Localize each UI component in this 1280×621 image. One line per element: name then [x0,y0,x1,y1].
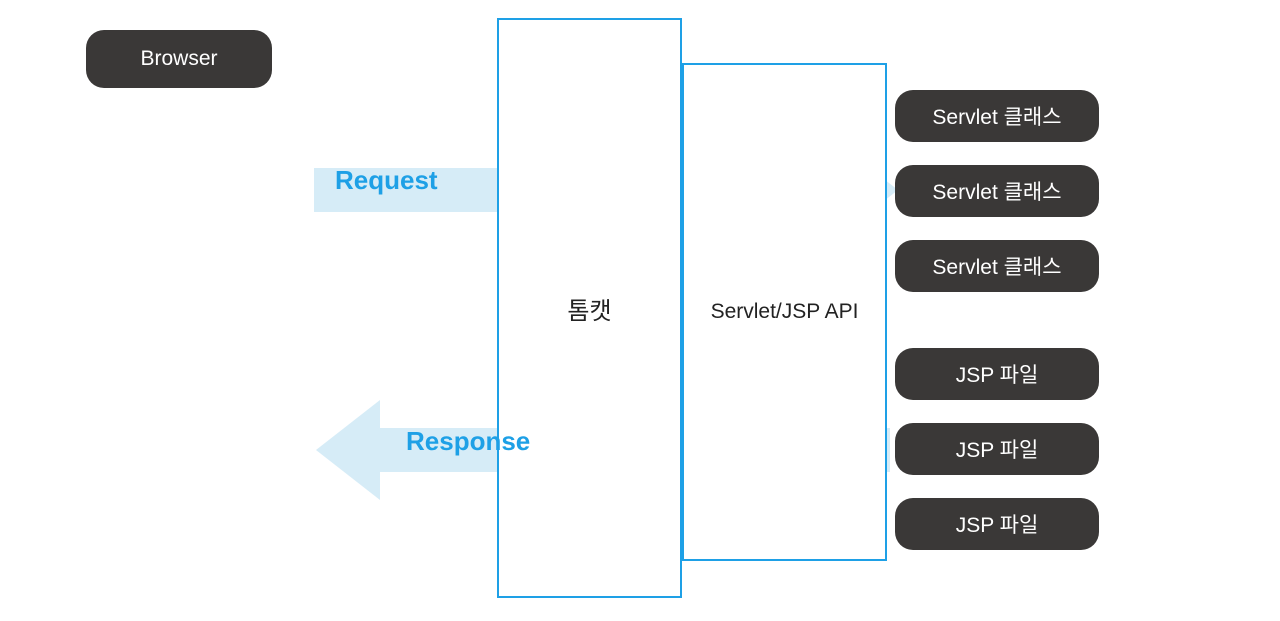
tomcat-label: 톰캣 [567,291,611,326]
response-arrow-label: Response [406,426,530,457]
node-label: Servlet 클래스 [932,101,1061,131]
jsp-file-node-3: JSP 파일 [895,498,1099,550]
servlet-class-node-2: Servlet 클래스 [895,165,1099,217]
node-label: JSP 파일 [956,509,1039,539]
jsp-file-node-2: JSP 파일 [895,423,1099,475]
node-label: Servlet 클래스 [932,251,1061,281]
servlet-jsp-api-box: Servlet/JSP API [682,63,887,561]
node-label: Servlet 클래스 [932,176,1061,206]
request-arrow-label: Request [335,165,438,196]
jsp-file-node-1: JSP 파일 [895,348,1099,400]
tomcat-box: 톰캣 [497,18,682,598]
node-label: JSP 파일 [956,359,1039,389]
servlet-class-node-3: Servlet 클래스 [895,240,1099,292]
browser-node: Browser [86,30,272,88]
browser-label: Browser [140,47,217,71]
servlet-class-node-1: Servlet 클래스 [895,90,1099,142]
response-arrow-head [316,400,380,500]
node-label: JSP 파일 [956,434,1039,464]
servlet-jsp-api-label: Servlet/JSP API [711,300,859,324]
diagram-stage: Browser Servlet/JSP API 톰캣 Servlet 클래스 S… [0,0,1280,621]
